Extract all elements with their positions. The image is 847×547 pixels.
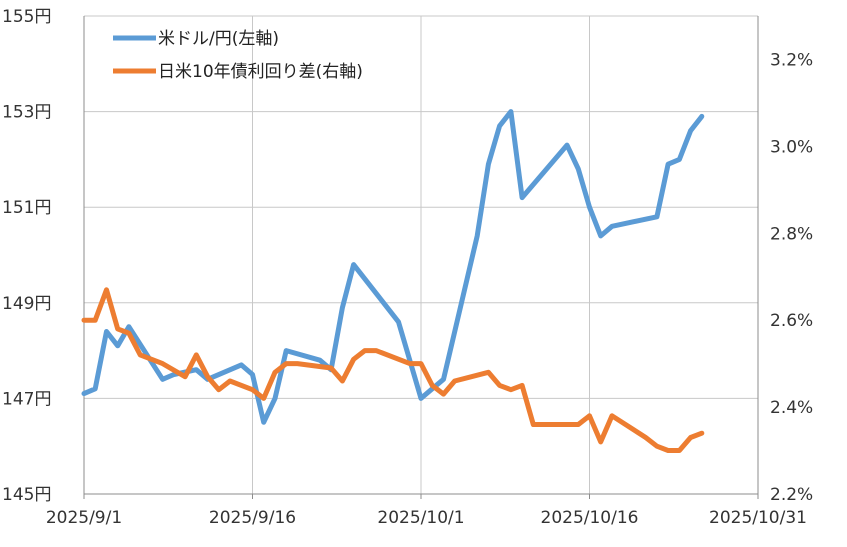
x-tick-label: 2025/10/1 [377,508,464,528]
y-right-tick-label: 2.8% [770,224,813,244]
y-left-tick-label: 151円 [2,198,51,218]
y-right-tick-label: 3.0% [770,137,813,157]
x-tick-label: 2025/9/1 [46,508,122,528]
x-tick-label: 2025/9/16 [209,508,296,528]
legend-label-usd-jpy: 米ドル/円(左軸) [158,29,279,49]
axes: 145円 147円 149円 151円 153円 155円 2025/9/1 2025/9/1… [2,7,813,528]
y-right-tick-label: 3.2% [770,50,813,70]
y-left-tick-label: 145円 [2,485,51,505]
y-left-tick-label: 149円 [2,294,51,314]
legend: 米ドル/円(左軸) 日米10年債利回り差(右軸) [113,29,363,82]
y-left-tick-label: 155円 [2,7,51,27]
series-lines [81,109,705,453]
y-right-tick-label: 2.2% [770,485,813,505]
x-tick-label: 2025/10/16 [541,508,639,528]
x-tick-label: 2025/10/31 [709,508,807,528]
legend-label-yield-spread: 日米10年債利回り差(右軸) [158,62,363,82]
series-line-usd-jpy [81,109,705,425]
y-left-tick-label: 153円 [2,103,51,123]
y-left-tick-label: 147円 [2,389,51,409]
gridlines [84,15,759,494]
series-line-yield-spread [81,287,705,453]
y-right-tick-label: 2.4% [770,398,813,418]
y-right-tick-label: 2.6% [770,311,813,331]
